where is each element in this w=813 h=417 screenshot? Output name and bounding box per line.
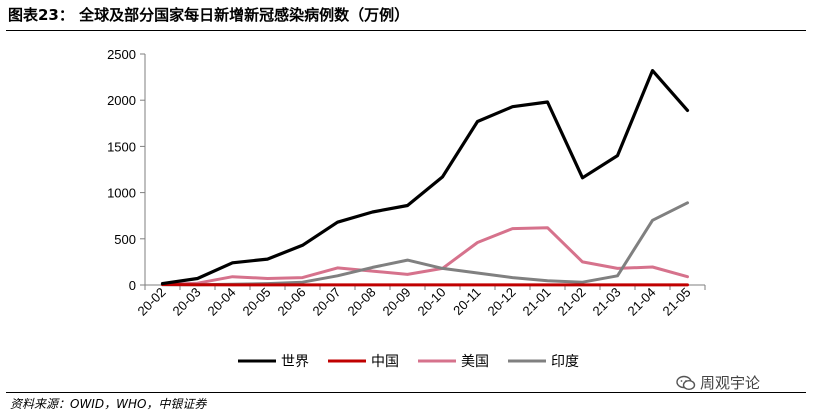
source-rule [6,392,806,393]
chart-series [160,68,690,287]
x-tick-label: 21-04 [625,285,659,319]
x-tick-label: 20-11 [450,285,483,318]
y-tick-label: 2000 [107,93,136,108]
y-tick-label: 0 [129,278,136,293]
source-note: 资料来源：OWID，WHO，中银证券 [10,397,207,411]
x-tick-label: 21-05 [660,285,694,319]
x-tick-label: 20-12 [485,285,519,319]
legend-label: 美国 [461,354,489,370]
y-tick-label: 1000 [107,186,136,201]
watermark: 周观宇论 [676,372,760,393]
y-tick-label: 1500 [107,139,136,154]
series-line-3 [161,226,689,286]
x-tick-label: 20-02 [135,285,169,319]
x-tick-label: 21-01 [520,285,554,319]
legend-label: 中国 [371,354,399,370]
x-tick-label: 20-09 [380,285,414,319]
x-tick-label: 20-03 [170,285,204,319]
y-tick-label: 2500 [107,47,136,62]
y-tick-label: 500 [114,232,136,247]
chart-legend: 世界 中国 美国 印度 [238,354,579,370]
series-line-1 [160,68,690,286]
x-tick-label: 20-08 [345,285,379,319]
legend-label: 印度 [551,354,579,370]
x-tick-label: 20-10 [415,285,449,319]
figure-title: 图表23： 全球及部分国家每日新增新冠感染病例数（万例） [8,6,410,24]
x-tick-label: 20-06 [275,285,309,319]
x-tick-label: 20-07 [310,285,344,319]
watermark-text: 周观宇论 [700,374,761,392]
x-tick-label: 20-04 [205,285,239,319]
x-tick-label: 21-02 [555,285,589,319]
x-tick-label: 21-03 [590,285,624,319]
wechat-icon [676,375,696,390]
legend-label: 世界 [281,354,309,370]
x-tick-label: 20-05 [240,285,274,319]
title-rule [6,30,806,31]
